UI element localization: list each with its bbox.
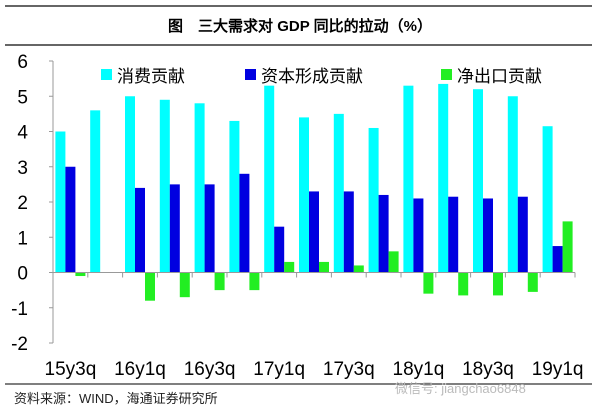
bar-资本形成贡献-17y1q [274, 226, 285, 273]
bar-消费贡献-16y4q [229, 120, 240, 273]
bar-净出口贡献-18y1q [423, 272, 434, 294]
bar-净出口贡献-17y2q [319, 261, 329, 273]
bar-消费贡献-18y3q [473, 89, 483, 273]
bar-消费贡献-15y3q [55, 131, 66, 273]
legend-label: 净出口贡献 [457, 67, 542, 87]
x-tick-label: 17y3q [323, 359, 375, 380]
x-tick-label: 18y1q [393, 359, 445, 380]
y-tick-label: 1 [17, 228, 28, 249]
legend: 消费贡献 资本形成贡献 净出口贡献 [101, 67, 542, 87]
legend-swatch [101, 69, 112, 80]
bar-资本形成贡献-16y3q [204, 184, 215, 273]
x-tick-label: 15y3q [45, 359, 97, 380]
plot-area: -2 -1 0 1 2 3 4 5 6 15y3q 16y1q 16y3q 17y1q 17y3q 18y1… [11, 52, 583, 380]
bar-净出口贡献-19y1q [562, 221, 573, 273]
bar-资本形成贡献-16y1q [135, 187, 145, 273]
bar-消费贡献-17y3q [333, 113, 344, 273]
bar-净出口贡献-18y3q [493, 272, 503, 296]
x-tick-label: 16y1q [114, 359, 166, 380]
bar-净出口贡献-18y4q [527, 272, 538, 292]
bar-消费贡献-16y1q [125, 96, 135, 273]
x-tick-label: 19y1q [532, 359, 584, 380]
bar-资本形成贡献-15y3q [65, 166, 76, 273]
x-tick-label: 16y3q [184, 359, 236, 380]
bar-消费贡献-19y1q [542, 126, 553, 273]
y-tick-label: 4 [17, 123, 28, 144]
bar-净出口贡献-16y2q [179, 272, 190, 298]
bar-消费贡献-18y2q [438, 83, 449, 273]
x-tick-label: 18y3q [462, 359, 514, 380]
bar-净出口贡献-17y3q [353, 265, 364, 273]
bar-净出口贡献-16y3q [214, 272, 225, 291]
source-note: 资料来源：WIND，海通证券研究所 [14, 391, 218, 406]
bar-消费贡献-16y2q [159, 99, 170, 273]
bar-消费贡献-18y1q [403, 85, 414, 273]
bar-净出口贡献-17y4q [388, 251, 399, 273]
legend-label: 资本形成贡献 [261, 67, 363, 87]
bar-资本形成贡献-17y3q [343, 191, 354, 273]
legend-label: 消费贡献 [117, 67, 185, 87]
y-tick-label: -2 [11, 334, 28, 355]
y-tick-label: 3 [17, 158, 28, 179]
y-tick-label: 6 [17, 52, 28, 73]
watermark: 微信号: jiangchao6848 [395, 381, 526, 396]
bar-消费贡献-17y2q [299, 117, 309, 273]
y-tick-label: 0 [17, 264, 28, 285]
bar-净出口贡献-15y3q [75, 272, 86, 277]
bar-资本形成贡献-18y4q [517, 196, 528, 273]
x-tick-label: 17y1q [253, 359, 305, 380]
legend-swatch [245, 69, 256, 80]
bar-资本形成贡献-17y4q [378, 194, 389, 273]
bar-消费贡献-17y1q [264, 85, 275, 273]
legend-swatch [441, 69, 452, 80]
y-tick-label: -1 [11, 299, 28, 320]
bar-资本形成贡献-19y1q [552, 246, 563, 273]
bar-资本形成贡献-16y4q [239, 173, 250, 273]
y-tick-label: 2 [17, 193, 28, 214]
bar-净出口贡献-16y1q [145, 272, 155, 301]
bar-资本形成贡献-17y2q [309, 191, 319, 273]
bar-资本形成贡献-16y2q [169, 184, 180, 273]
bar-消费贡献-17y4q [368, 127, 379, 273]
bar-消费贡献-16y3q [194, 103, 205, 273]
bar-消费贡献-18y4q [507, 96, 518, 273]
bar-净出口贡献-17y1q [284, 261, 295, 273]
bar-消费贡献-15y4q [90, 110, 101, 273]
bar-净出口贡献-18y2q [458, 272, 469, 296]
bar-资本形成贡献-18y3q [483, 198, 493, 273]
bar-净出口贡献-16y4q [249, 272, 260, 291]
bar-资本形成贡献-18y1q [413, 198, 424, 273]
chart-title: 图 三大需求对 GDP 同比的拉动（%） [168, 17, 432, 35]
bar-资本形成贡献-18y2q [448, 196, 459, 273]
y-tick-label: 5 [17, 87, 28, 108]
